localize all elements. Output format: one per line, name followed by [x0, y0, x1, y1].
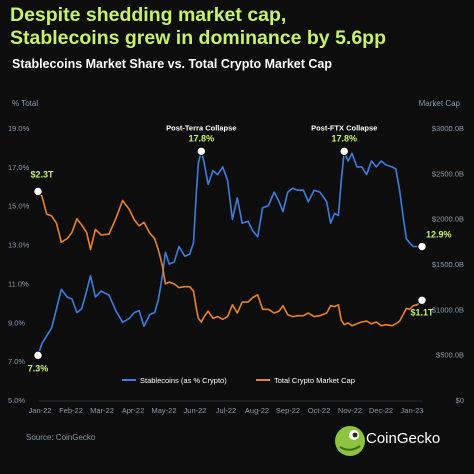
- market-cap-line: [37, 190, 423, 327]
- left-axis-title: % Total: [12, 99, 38, 108]
- callout-marker: [417, 295, 427, 305]
- x-tick-label: Apr-22: [122, 406, 145, 415]
- chart-title-line-2: Stablecoins grew in dominance by 5.6pp: [10, 27, 387, 49]
- left-tick-label: 5.0%: [8, 396, 25, 405]
- left-tick-label: 17.0%: [8, 163, 30, 172]
- callout-marker: [33, 186, 43, 197]
- callout-value: 17.8%: [189, 133, 215, 143]
- brand-name: CoinGecko: [366, 430, 441, 447]
- x-tick-label: Nov-22: [338, 406, 362, 415]
- left-tick-label: 11.0%: [8, 279, 29, 288]
- left-tick-label: 9.0%: [8, 318, 25, 327]
- x-tick-label: May-22: [151, 406, 176, 415]
- x-tick-label: Dec-22: [369, 406, 393, 415]
- chart-subtitle: Stablecoins Market Share vs. Total Crypt…: [12, 57, 333, 71]
- legend-label-stablecoins: Stablecoins (as % Crypto): [140, 376, 227, 385]
- right-tick-label: $2500.0B: [432, 169, 464, 178]
- left-axis: % Total 5.0% 7.0% 9.0% 11.0% 13.0% 15.0% 17.0% 1…: [8, 99, 38, 405]
- right-axis-title: Market Cap: [419, 99, 461, 108]
- chart-title: Despite shedding market cap, Stablecoins…: [10, 4, 470, 50]
- x-tick-label: Mar-22: [90, 406, 114, 415]
- left-tick-label: 19.0%: [8, 124, 30, 133]
- callout-marker: [339, 146, 349, 157]
- gecko-head-shape: [335, 426, 365, 456]
- x-tick-label: Jan-23: [401, 406, 424, 415]
- right-tick-label: $3000.0B: [432, 124, 464, 133]
- right-tick-label: $0: [456, 396, 464, 405]
- x-tick-label: Oct-22: [308, 406, 331, 415]
- x-axis: Jan-22 Feb-22 Mar-22 Apr-22 May-22 Jun-22 Jul-…: [29, 400, 424, 415]
- callout-value: $2.3T: [30, 169, 54, 179]
- right-axis: Market Cap $0 $500.0B $1000.0B $1500.0B $2000…: [419, 99, 464, 405]
- callout-value: 7.3%: [28, 363, 49, 373]
- callout-title: Post-FTX Collapse: [311, 123, 377, 132]
- source-note: Source: CoinGecko: [26, 433, 96, 442]
- x-tick-label: Jun-22: [184, 406, 207, 415]
- right-tick-label: $1500.0B: [432, 260, 464, 269]
- gecko-mouth: [339, 445, 361, 451]
- x-tick-label: Sep-22: [276, 406, 300, 415]
- left-tick-label: 15.0%: [8, 202, 30, 211]
- stablecoins-share-line: [37, 150, 422, 356]
- callout-marker: [417, 241, 427, 252]
- gecko-eye-pupil: [352, 432, 358, 438]
- left-tick-label: 13.0%: [8, 241, 30, 250]
- x-tick-label: Jul-22: [216, 406, 236, 415]
- series-layer: [37, 150, 423, 356]
- x-tick-label: Jan-22: [29, 406, 52, 415]
- callout-value: 12.9%: [426, 230, 452, 240]
- right-tick-label: $500.0B: [436, 351, 464, 360]
- x-tick-label: Aug-22: [245, 406, 269, 415]
- callout-value: 17.8%: [331, 133, 357, 143]
- right-tick-label: $1000.0B: [432, 305, 464, 314]
- callout-title: Post-Terra Collapse: [166, 123, 236, 132]
- coingecko-logo: [335, 426, 365, 456]
- callout-value: $1.1T: [410, 307, 434, 317]
- callout-marker: [196, 146, 207, 157]
- callout-marker: [33, 350, 43, 361]
- right-tick-label: $2000.0B: [432, 215, 464, 224]
- legend: Stablecoins (as % Crypto) Total Crypto Ma…: [122, 376, 355, 385]
- x-tick-label: Feb-22: [59, 406, 83, 415]
- legend-label-market-cap: Total Crypto Market Cap: [274, 376, 355, 385]
- left-tick-label: 7.0%: [8, 357, 25, 366]
- chart-title-line-1: Despite shedding market cap,: [10, 4, 287, 26]
